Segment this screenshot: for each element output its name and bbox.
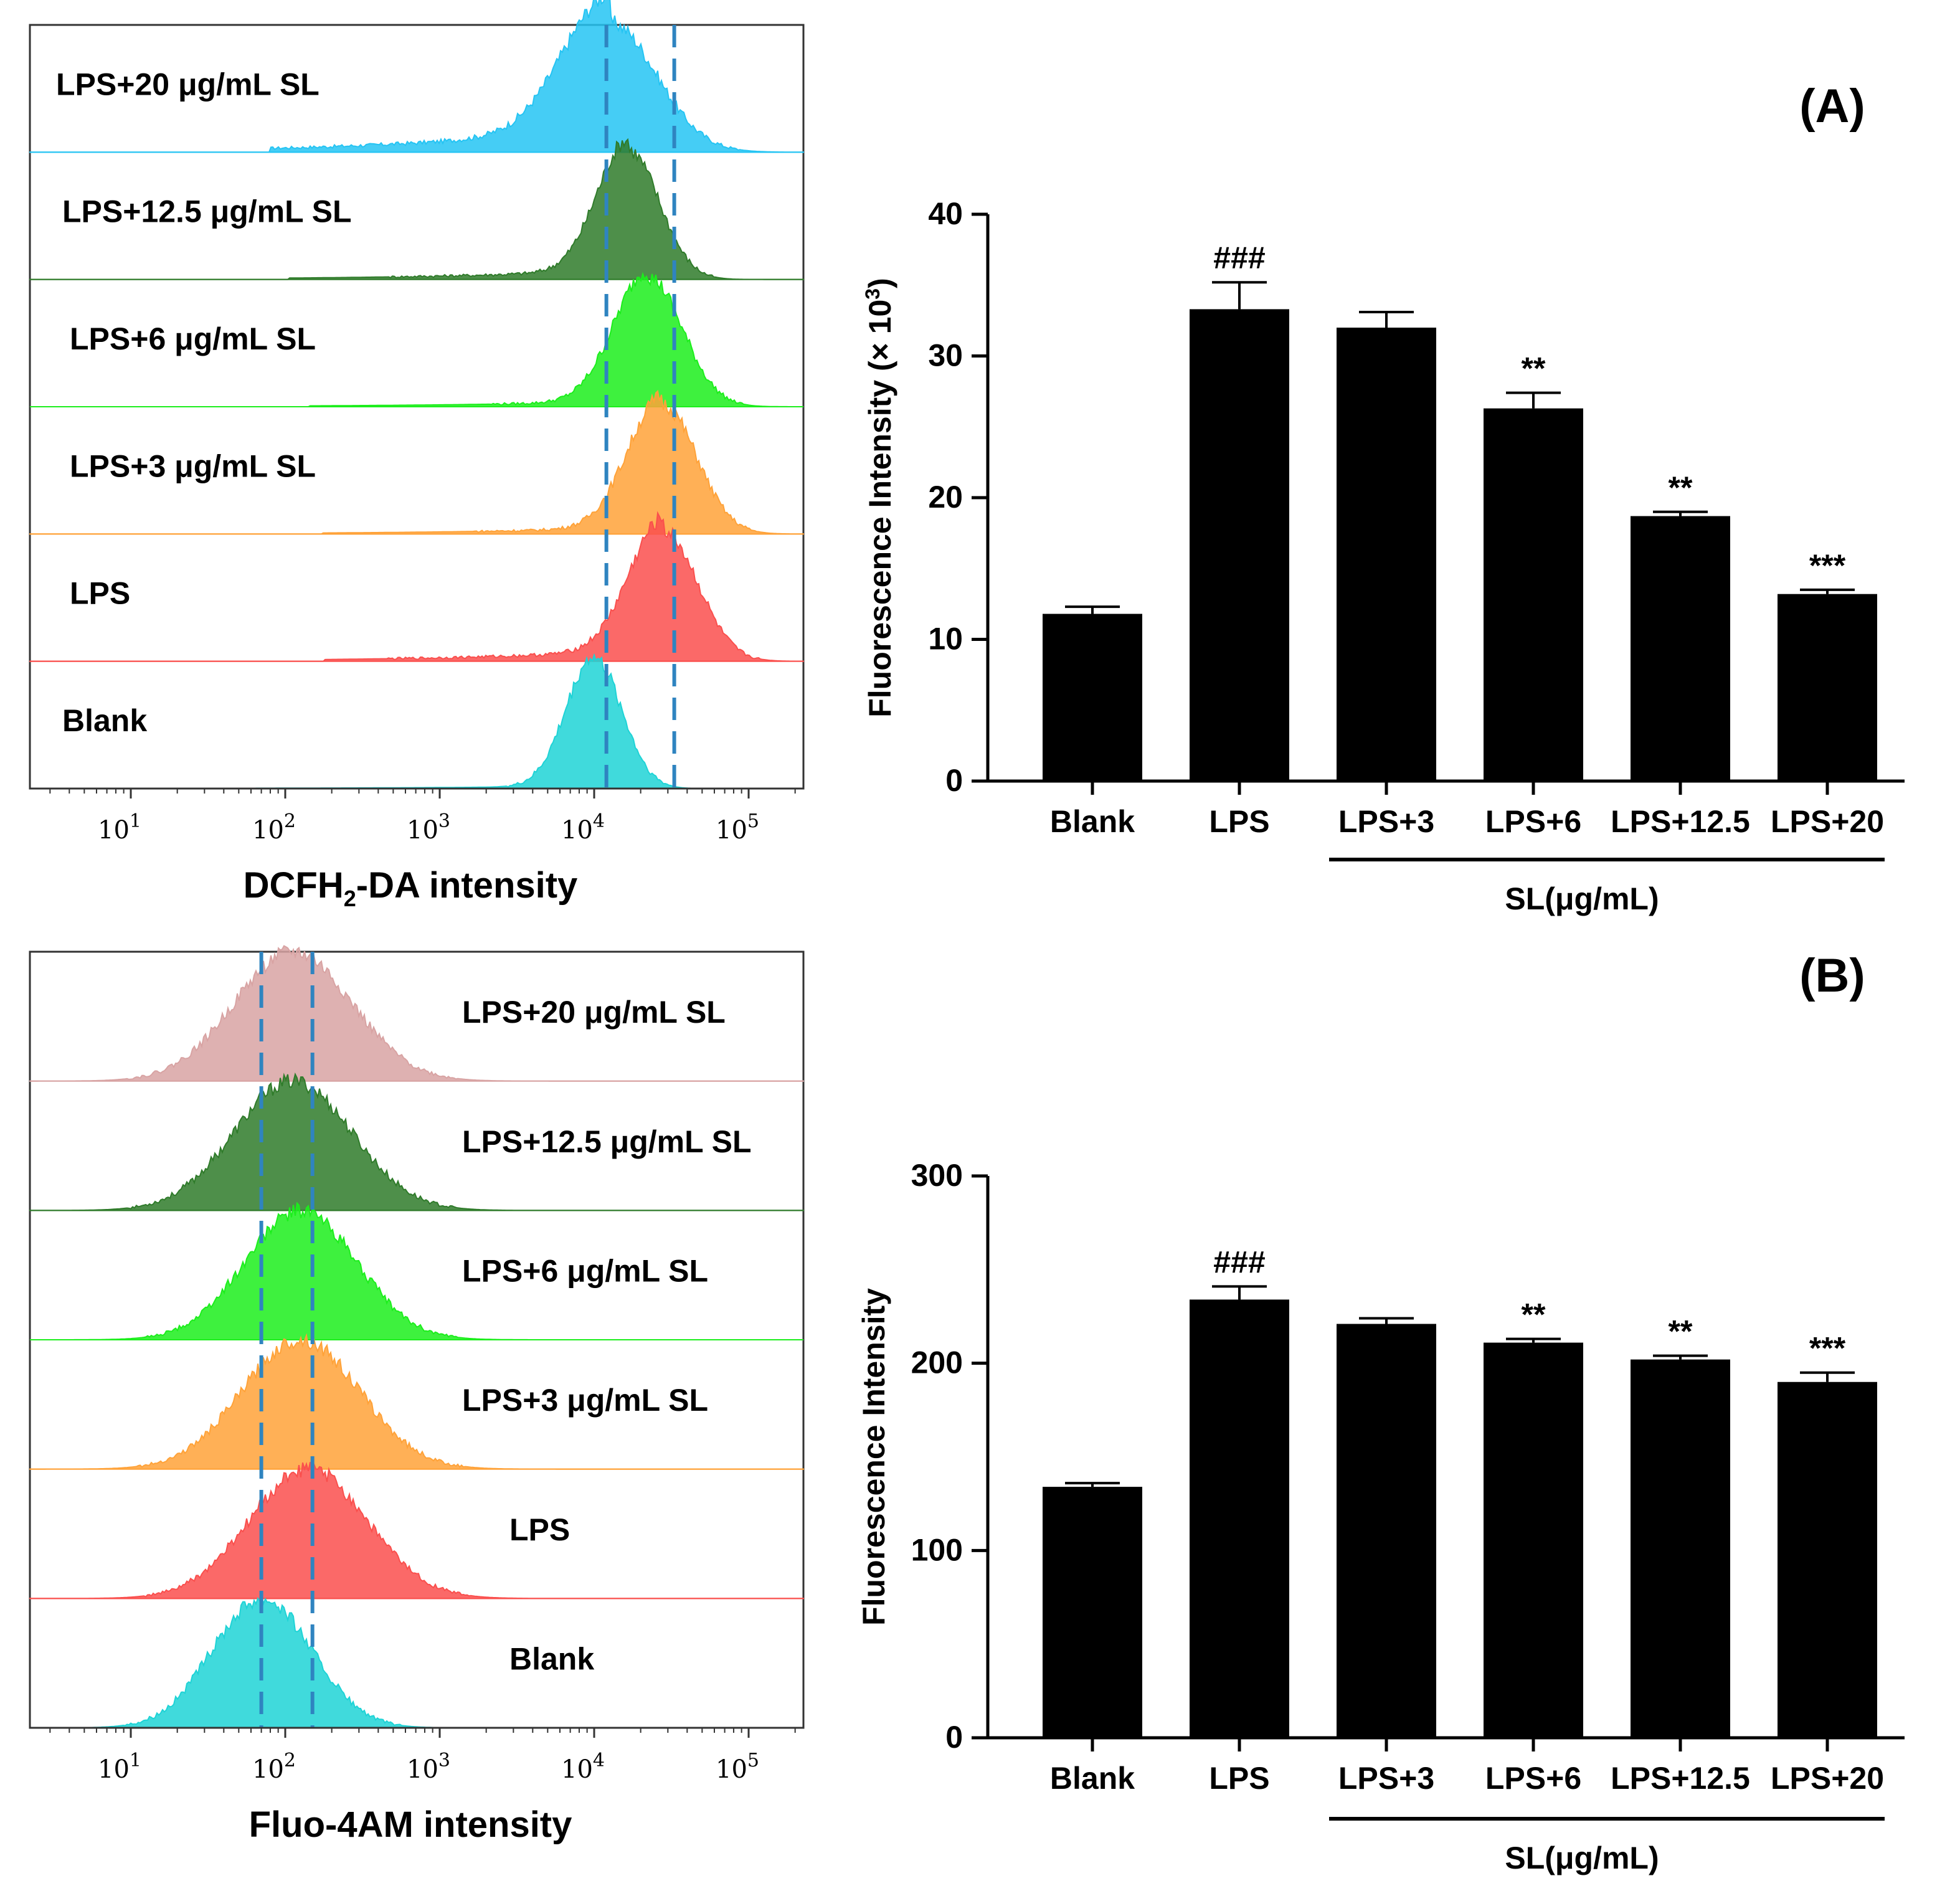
category-label-lps-3: LPS+3 (1338, 1761, 1434, 1796)
y-axis-title-end: ) (863, 278, 897, 288)
tick-exponent: 3 (438, 810, 450, 832)
y-tick-label: 40 (928, 196, 963, 231)
x-tick-label: 102 (252, 810, 296, 845)
category-label-lps-12-5: LPS+12.5 (1611, 1761, 1750, 1796)
bar-lps-12-5 (1631, 1359, 1730, 1738)
y-tick-label: 0 (945, 763, 963, 798)
category-label-lps-20: LPS+20 (1771, 804, 1884, 839)
series-label-lps-20-g-ml-sl: LPS+20 μg/mL SL (462, 995, 726, 1030)
tick-exponent: 2 (284, 1750, 296, 1771)
bar-lps-12-5 (1631, 516, 1730, 781)
category-label-blank: Blank (1050, 1761, 1135, 1796)
significance-lps-20: *** (1809, 1331, 1846, 1366)
bar-chart-b: (B) 0 100 200 300 Fluorescence Intensity Blank… (856, 949, 1905, 1875)
significance-lps: ### (1213, 1244, 1265, 1279)
histogram-dcfh2-da: LPS+20 μg/mL SL LPS+12.5 μg/mL SL LPS+6 μg… (29, 0, 805, 911)
y-axis-title: Fluorescence Intensity (856, 1288, 891, 1626)
category-label-lps-20: LPS+20 (1771, 1761, 1884, 1796)
bar-blank (1043, 614, 1142, 781)
series-label-lps-12-5-g-ml-sl: LPS+12.5 μg/mL SL (62, 194, 352, 229)
series-label-lps-6-g-ml-sl: LPS+6 μg/mL SL (70, 321, 316, 356)
x-tick-label: 103 (407, 810, 450, 845)
y-tick-label: 200 (911, 1345, 963, 1380)
significance-lps-12-5: ** (1669, 1314, 1693, 1349)
category-label-lps: LPS (1209, 1761, 1269, 1796)
x-axis-title: DCFH2-DA intensity (244, 865, 578, 911)
significance-lps: ### (1213, 240, 1265, 275)
x-tick-label: 105 (716, 1750, 759, 1784)
histogram-curve-blank (30, 1592, 803, 1728)
y-tick-label: 100 (911, 1532, 963, 1567)
significance-lps-12-5: ** (1669, 470, 1693, 505)
category-label-lps-6: LPS+6 (1485, 804, 1581, 839)
y-tick-label: 300 (911, 1158, 963, 1193)
significance-lps-6: ** (1522, 351, 1546, 386)
category-label-lps: LPS (1209, 804, 1269, 839)
category-label-lps-6: LPS+6 (1485, 1761, 1581, 1796)
panel-label: (B) (1799, 949, 1865, 1002)
significance-lps-6: ** (1522, 1297, 1546, 1332)
y-tick-label: 0 (945, 1720, 963, 1755)
x-tick-label: 102 (252, 1750, 296, 1784)
x-axis-title: Fluo-4AM intensity (249, 1804, 572, 1845)
tick-exponent: 4 (593, 810, 605, 832)
group-label: SL(μg/mL) (1505, 881, 1659, 916)
x-tick-label: 103 (407, 1750, 450, 1784)
series-label-lps-3-g-ml-sl: LPS+3 μg/mL SL (70, 448, 316, 483)
histogram-fluo-4am: LPS+20 μg/mL SL LPS+12.5 μg/mL SL LPS+6 μg… (29, 945, 805, 1845)
series-label-lps: LPS (509, 1512, 570, 1547)
histogram-curve-lps (29, 511, 804, 662)
category-label-blank: Blank (1050, 804, 1135, 839)
series-label-blank: Blank (62, 703, 147, 738)
tick-exponent: 1 (130, 1750, 141, 1771)
tick-exponent: 4 (593, 1750, 605, 1771)
bar-lps-20 (1778, 594, 1877, 781)
category-label-lps-12-5: LPS+12.5 (1611, 804, 1750, 839)
series-label-lps-20-g-ml-sl: LPS+20 μg/mL SL (56, 67, 320, 102)
y-tick-label: 20 (928, 480, 963, 514)
tick-exponent: 1 (130, 810, 141, 832)
bar-lps-6 (1484, 1342, 1583, 1738)
bar-lps (1190, 1299, 1289, 1738)
x-tick-label: 101 (98, 810, 141, 845)
x-tick-label: 101 (98, 1750, 141, 1784)
group-label: SL(μg/mL) (1505, 1841, 1659, 1875)
y-tick-label: 10 (928, 622, 963, 656)
series-label-lps-6-g-ml-sl: LPS+6 μg/mL SL (462, 1254, 708, 1289)
series-label-lps-3-g-ml-sl: LPS+3 μg/mL SL (462, 1383, 708, 1418)
panel-label: (A) (1799, 80, 1865, 133)
series-label-blank: Blank (509, 1642, 594, 1677)
bar-lps-3 (1337, 1324, 1436, 1738)
bar-lps (1190, 309, 1289, 781)
subscript: 2 (344, 886, 356, 911)
series-label-lps: LPS (70, 576, 130, 611)
series-label-lps-12-5-g-ml-sl: LPS+12.5 μg/mL SL (462, 1124, 752, 1159)
y-axis-title: Fluorescence Intensity (× 103) (861, 278, 897, 718)
tick-exponent: 5 (747, 1750, 759, 1771)
x-tick-label: 105 (716, 810, 759, 845)
bar-blank (1043, 1487, 1142, 1738)
histogram-curve-lps (29, 1462, 804, 1600)
tick-exponent: 3 (438, 1750, 450, 1771)
significance-lps-20: *** (1809, 548, 1846, 583)
bar-lps-6 (1484, 408, 1583, 781)
category-label-lps-3: LPS+3 (1338, 804, 1434, 839)
bar-lps-3 (1337, 328, 1436, 781)
tick-exponent: 5 (747, 810, 759, 832)
x-tick-label: 104 (561, 1750, 605, 1784)
superscript: 3 (861, 288, 884, 300)
y-tick-label: 30 (928, 338, 963, 373)
bar-chart-a: (A) 0 10 20 30 40 Fluorescence Intensity (× 10… (861, 80, 1905, 916)
tick-exponent: 2 (284, 810, 296, 832)
x-tick-label: 104 (561, 810, 605, 845)
x-axis-title-rest: -DA intensity (356, 865, 578, 906)
bar-lps-20 (1778, 1382, 1877, 1738)
